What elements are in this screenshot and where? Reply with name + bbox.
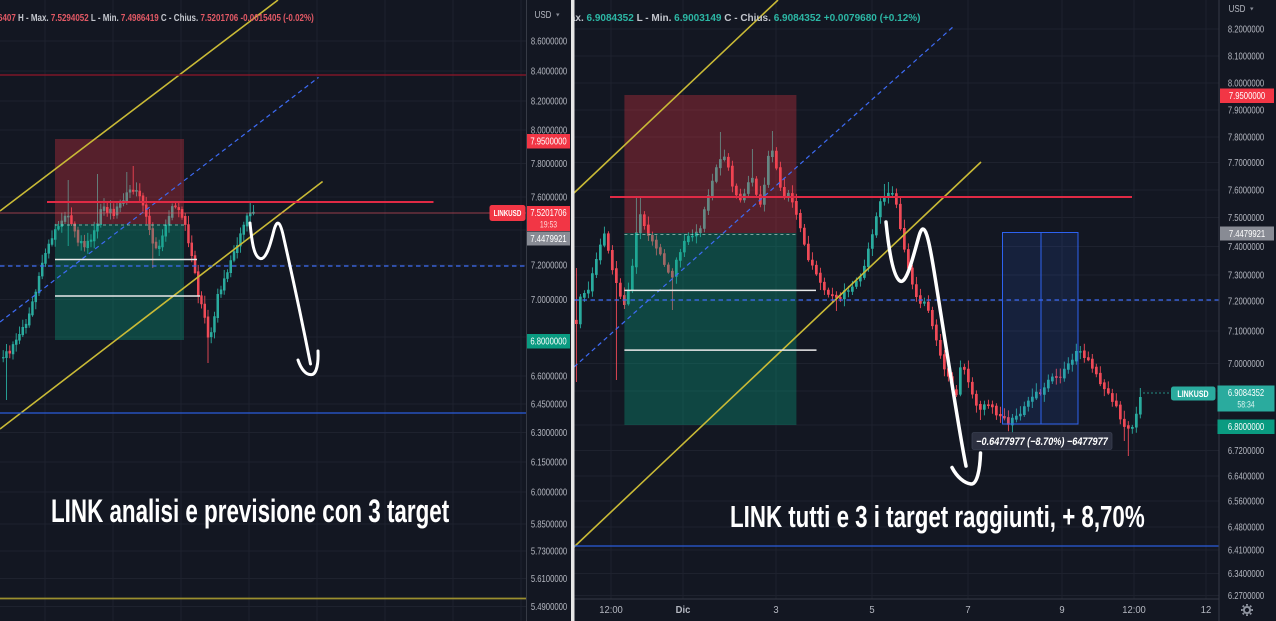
svg-text:3: 3 bbox=[773, 605, 779, 617]
svg-text:8.0000000: 8.0000000 bbox=[531, 125, 567, 136]
svg-text:8.0000000: 8.0000000 bbox=[1228, 78, 1264, 89]
svg-text:12:00: 12:00 bbox=[1122, 605, 1146, 617]
svg-text:USD: USD bbox=[535, 9, 552, 20]
svg-text:LINKUSD: LINKUSD bbox=[494, 209, 522, 218]
svg-text:6.3000000: 6.3000000 bbox=[531, 427, 567, 438]
svg-text:19:53: 19:53 bbox=[540, 220, 558, 230]
svg-text:8.6000000: 8.6000000 bbox=[531, 36, 567, 47]
svg-text:7.6000000: 7.6000000 bbox=[1228, 185, 1264, 196]
svg-text:58:34: 58:34 bbox=[1237, 400, 1255, 410]
svg-text:8.2000000: 8.2000000 bbox=[1228, 24, 1264, 35]
svg-text:6.8000000: 6.8000000 bbox=[1228, 421, 1264, 432]
svg-text:7.9000000: 7.9000000 bbox=[1228, 105, 1264, 116]
svg-text:6.3400000: 6.3400000 bbox=[1228, 568, 1264, 579]
svg-text:6.6000000: 6.6000000 bbox=[531, 371, 567, 382]
svg-text:Max. 6.9084352 L - Min. 6.900: Max. 6.9084352 L - Min. 6.9003149 C - Ch… bbox=[562, 13, 921, 24]
svg-text:Dic: Dic bbox=[676, 605, 691, 617]
svg-text:8.1000000: 8.1000000 bbox=[1228, 51, 1264, 62]
svg-text:6.0000000: 6.0000000 bbox=[531, 487, 567, 498]
svg-text:7.4479921: 7.4479921 bbox=[1229, 228, 1265, 239]
svg-text:7.5201706: 7.5201706 bbox=[530, 207, 566, 218]
svg-text:6.4100000: 6.4100000 bbox=[1228, 545, 1264, 556]
svg-text:6407 H - Max. 7.5294052 L -: 6407 H - Max. 7.5294052 L - Min. 7.49864… bbox=[0, 12, 314, 23]
svg-text:6.8000000: 6.8000000 bbox=[530, 336, 566, 347]
svg-text:7.2000000: 7.2000000 bbox=[531, 260, 567, 271]
svg-text:7.6000000: 7.6000000 bbox=[531, 192, 567, 203]
svg-text:7.0000000: 7.0000000 bbox=[1228, 358, 1264, 369]
svg-text:7.3000000: 7.3000000 bbox=[1228, 270, 1264, 281]
svg-text:9: 9 bbox=[1059, 605, 1065, 617]
svg-text:5.6100000: 5.6100000 bbox=[531, 573, 567, 584]
svg-text:7: 7 bbox=[965, 605, 971, 617]
svg-text:7.8000000: 7.8000000 bbox=[1228, 132, 1264, 143]
svg-text:7.7000000: 7.7000000 bbox=[1228, 157, 1264, 168]
svg-text:6.9084352: 6.9084352 bbox=[1228, 387, 1264, 398]
svg-text:−0.6477977 (−8.70%) −6477977: −0.6477977 (−8.70%) −6477977 bbox=[976, 436, 1109, 448]
svg-text:LINK analisi e previsione con: LINK analisi e previsione con 3 target bbox=[51, 493, 449, 529]
svg-text:USD: USD bbox=[1229, 3, 1246, 14]
svg-text:7.2000000: 7.2000000 bbox=[1228, 296, 1264, 307]
svg-text:7.4000000: 7.4000000 bbox=[1228, 241, 1264, 252]
svg-text:12: 12 bbox=[1201, 605, 1212, 617]
svg-text:5.7300000: 5.7300000 bbox=[531, 546, 567, 557]
svg-text:7.4479921: 7.4479921 bbox=[530, 233, 566, 244]
svg-text:LINK tutti e 3 i target raggiu: LINK tutti e 3 i target raggiunti, + 8,7… bbox=[730, 499, 1145, 533]
svg-text:6.7200000: 6.7200000 bbox=[1228, 445, 1264, 456]
svg-text:LINKUSD: LINKUSD bbox=[1177, 389, 1208, 399]
svg-text:12:00: 12:00 bbox=[599, 605, 623, 617]
svg-text:5.4900000: 5.4900000 bbox=[531, 601, 567, 612]
svg-text:5.8500000: 5.8500000 bbox=[531, 519, 567, 530]
svg-text:7.1000000: 7.1000000 bbox=[1228, 326, 1264, 337]
svg-text:6.5600000: 6.5600000 bbox=[1228, 496, 1264, 507]
svg-text:6.4500000: 6.4500000 bbox=[531, 399, 567, 410]
svg-text:7.9500000: 7.9500000 bbox=[530, 136, 566, 147]
svg-text:5: 5 bbox=[869, 605, 875, 617]
svg-text:6.4800000: 6.4800000 bbox=[1228, 522, 1264, 533]
svg-text:7.0000000: 7.0000000 bbox=[531, 294, 567, 305]
svg-text:6.1500000: 6.1500000 bbox=[531, 457, 567, 468]
svg-text:7.8000000: 7.8000000 bbox=[531, 158, 567, 169]
svg-text:7.9500000: 7.9500000 bbox=[1229, 90, 1265, 101]
svg-text:7.5000000: 7.5000000 bbox=[1228, 212, 1264, 223]
svg-text:6.2700000: 6.2700000 bbox=[1228, 590, 1264, 601]
svg-text:6.6400000: 6.6400000 bbox=[1228, 471, 1264, 482]
svg-text:8.4000000: 8.4000000 bbox=[531, 66, 567, 77]
svg-text:8.2000000: 8.2000000 bbox=[531, 96, 567, 107]
